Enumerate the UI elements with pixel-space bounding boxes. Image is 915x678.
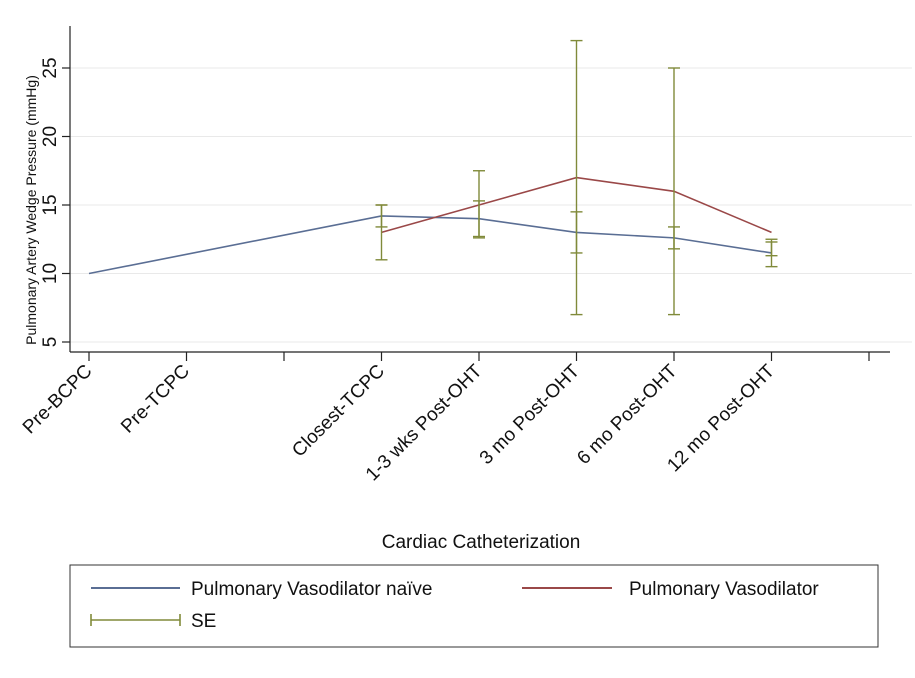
legend-label-vasodilator: Pulmonary Vasodilator bbox=[629, 579, 819, 600]
y-tick-label-5: 5 bbox=[40, 337, 61, 348]
y-tick-label-20: 20 bbox=[40, 126, 61, 147]
x-tick-label-6: 12 mo Post-OHT bbox=[663, 360, 779, 476]
x-tick-label-4: 3 mo Post-OHT bbox=[476, 360, 584, 468]
series-line-0 bbox=[88, 215, 772, 275]
error-bar-1-4 bbox=[765, 241, 778, 257]
legend-label-vasodilator-naive: Pulmonary Vasodilator naïve bbox=[191, 579, 433, 600]
error-bar-1-3 bbox=[668, 67, 680, 316]
legend-label-se: SE bbox=[191, 611, 216, 632]
error-bars bbox=[375, 39, 778, 316]
y-tick-label-25: 25 bbox=[40, 57, 61, 78]
x-tick-label-2: Closest-TCPC bbox=[288, 361, 389, 462]
gridlines bbox=[70, 67, 912, 343]
error-bar-1-0 bbox=[375, 204, 388, 261]
y-tick-label-15: 15 bbox=[40, 194, 61, 215]
x-tick-label-0: Pre-BCPC bbox=[19, 361, 97, 439]
error-bar-1-2 bbox=[570, 39, 583, 316]
y-tick-label-10: 10 bbox=[40, 263, 61, 284]
legend-box bbox=[69, 564, 879, 648]
legend-swatch-se bbox=[90, 614, 181, 626]
y-axis-title: Pulmonary Artery Wedge Pressure (mmHg) bbox=[23, 75, 39, 345]
error-bar-1-1 bbox=[473, 170, 485, 238]
x-axis-title: Cardiac Catheterization bbox=[382, 532, 581, 553]
x-tick-label-5: 6 mo Post-OHT bbox=[573, 360, 681, 468]
legend: Pulmonary Vasodilator naïve Pulmonary Va… bbox=[69, 564, 879, 648]
plot-area bbox=[70, 26, 912, 352]
x-tick-label-1: Pre-TCPC bbox=[117, 361, 194, 438]
y-ticks: 5 10 15 20 25 bbox=[40, 57, 70, 347]
